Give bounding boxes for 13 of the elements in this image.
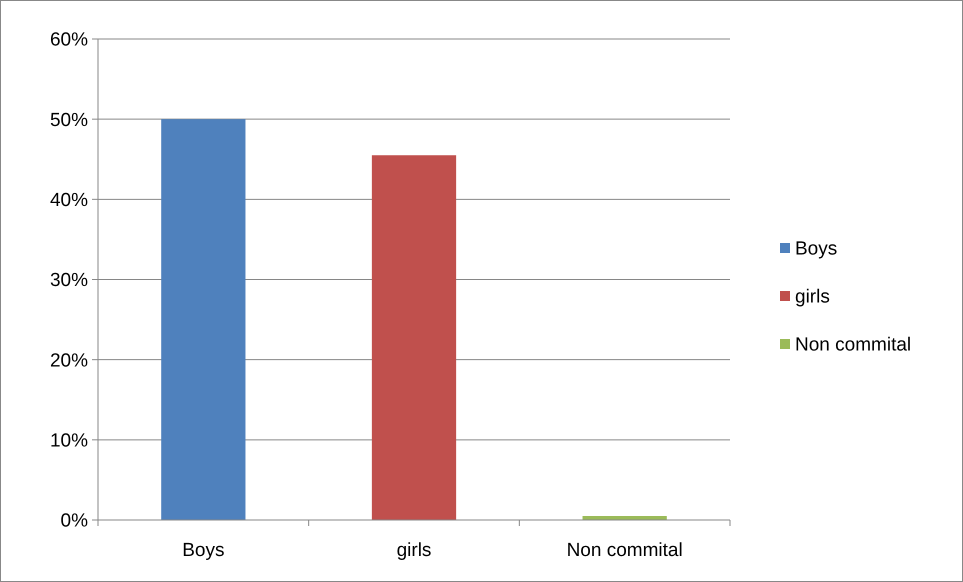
x-tick-label: Boys xyxy=(182,540,224,561)
y-tick-label: 0% xyxy=(60,510,88,532)
legend-label: girls xyxy=(795,286,830,308)
legend-label: Non commital xyxy=(795,334,912,356)
y-tick-label: 50% xyxy=(50,110,88,131)
y-tick-label: 60% xyxy=(50,30,88,51)
y-tick-label: 30% xyxy=(50,270,88,292)
y-tick-label: 20% xyxy=(50,350,88,372)
legend-label: Boys xyxy=(795,238,838,260)
x-tick-label: Non commital xyxy=(566,540,683,561)
x-tick-label: girls xyxy=(396,540,432,561)
y-tick-label: 40% xyxy=(50,190,88,211)
y-tick-label: 10% xyxy=(50,430,88,452)
